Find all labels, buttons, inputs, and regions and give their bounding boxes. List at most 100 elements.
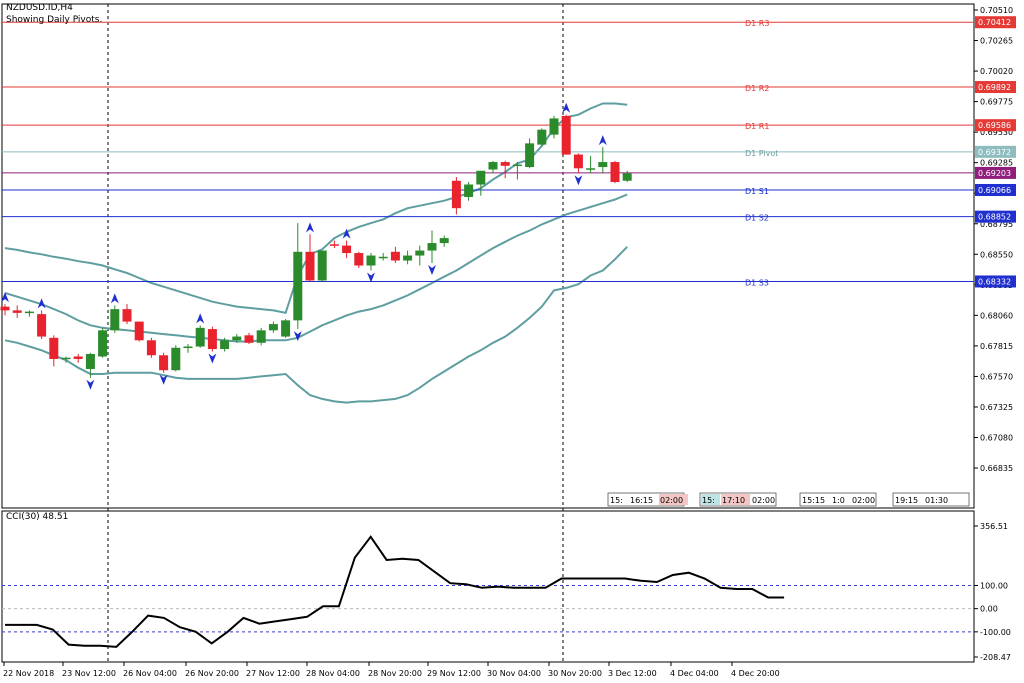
session-time-label: 16:15: [630, 496, 653, 505]
price-tick-label: 0.69530: [980, 128, 1013, 137]
candle-body: [476, 170, 486, 185]
candle-body: [220, 340, 230, 350]
candle-body: [49, 337, 59, 359]
session-time-label: 19:15: [895, 496, 918, 505]
time-axis-label: 26 Nov 04:00: [123, 669, 177, 678]
price-tick-label: 0.68795: [980, 220, 1013, 229]
price-tick-label: 0.70265: [980, 37, 1013, 46]
price-level-label: 0.70412: [978, 18, 1011, 27]
candle-body: [390, 251, 400, 261]
cci-tick-label: 0.00: [980, 605, 998, 614]
cci-title: CCI(30) 48.51: [6, 512, 69, 522]
symbol-title: NZDUSD.ID,H4: [6, 3, 73, 13]
candle-body: [305, 251, 315, 281]
price-tick-label: 0.68060: [980, 311, 1013, 320]
price-tick-label: 0.69285: [980, 159, 1013, 168]
pivot-level-name: D1 R1: [745, 122, 769, 131]
cci-tick-label: -100.00: [980, 628, 1011, 637]
cci-tick-label: -208.47: [980, 653, 1011, 662]
candle-body: [12, 310, 22, 313]
pivot-level-name: D1 S3: [745, 278, 769, 287]
bollinger-upper-line: [4, 102, 628, 315]
candle-body: [268, 324, 278, 331]
candle-body: [85, 354, 95, 369]
fractal-up-marker: [306, 222, 314, 233]
time-axis-label: 28 Nov 20:00: [368, 669, 422, 678]
time-axis-label: 30 Nov 20:00: [548, 669, 602, 678]
candle-body: [342, 245, 352, 254]
candle-body: [159, 355, 169, 371]
price-level-tag: [975, 166, 1016, 179]
candle-body: [195, 327, 205, 347]
time-axis-label: 23 Nov 12:00: [62, 669, 116, 678]
candle-body: [171, 347, 181, 371]
fractal-down-marker: [574, 175, 583, 186]
pivot-level-name: D1 S1: [745, 187, 769, 196]
price-level-tag: [975, 16, 1016, 29]
fractal-down-marker: [293, 331, 302, 342]
candle-body: [622, 173, 632, 181]
price-level-label: 0.68332: [978, 277, 1011, 286]
candle-body: [598, 162, 608, 168]
candle-body: [451, 180, 461, 209]
price-tick-label: 0.70020: [980, 67, 1013, 76]
candle-body: [403, 255, 413, 261]
price-panel-frame: [1, 3, 975, 509]
fractal-up-marker: [342, 228, 351, 239]
time-axis-label: 30 Nov 04:00: [487, 669, 541, 678]
fractal-up-marker: [196, 313, 205, 324]
candle-body: [24, 311, 34, 314]
candle-body: [500, 162, 510, 166]
candle-body: [378, 256, 388, 259]
price-level-label: 0.69066: [978, 186, 1011, 195]
time-axis-label: 4 Dec 04:00: [670, 669, 719, 678]
session-box: [799, 492, 877, 507]
session-segment: [659, 494, 688, 505]
time-axis-label: 22 Nov 2018: [3, 669, 54, 678]
price-level-label: 0.68852: [978, 213, 1011, 222]
candle-body: [146, 340, 156, 356]
candle-body: [439, 238, 449, 244]
price-level-tag: [975, 81, 1016, 94]
pivot-level-name: D1 Pivot: [745, 149, 778, 158]
price-level-tag: [975, 183, 1016, 196]
candle-body: [207, 329, 217, 350]
price-tick-label: 0.70510: [980, 6, 1013, 15]
candle-body: [122, 309, 132, 322]
time-axis-label: 4 Dec 20:00: [731, 669, 780, 678]
price-level-tag: [975, 275, 1016, 288]
price-tick-label: 0.67570: [980, 372, 1013, 381]
candle-body: [464, 184, 474, 197]
price-level-label: 0.69892: [978, 83, 1011, 92]
price-tick-label: 0.68550: [980, 250, 1013, 259]
candle-body: [244, 335, 254, 343]
price-tick-label: 0.67325: [980, 403, 1013, 412]
session-box: [892, 492, 970, 507]
price-level-tag: [975, 119, 1016, 132]
candle-body: [61, 357, 71, 360]
candle-body: [561, 115, 571, 155]
price-tick-label: 0.69775: [980, 98, 1013, 107]
candle-body: [256, 330, 266, 343]
candle-body: [37, 314, 47, 337]
candle-body: [0, 306, 10, 311]
candle-body: [232, 336, 242, 341]
candle-body: [512, 164, 522, 167]
session-time-label: 1:0: [832, 496, 845, 505]
fractal-up-marker: [562, 102, 571, 113]
time-axis-label: 3 Dec 12:00: [608, 669, 657, 678]
candle-body: [98, 330, 108, 357]
fractal-up-marker: [1, 292, 9, 303]
time-axis-label: 28 Nov 04:00: [306, 669, 360, 678]
pivot-level-name: D1 R2: [745, 84, 769, 93]
session-segment: [701, 494, 720, 505]
candle-body: [293, 251, 303, 321]
candle-body: [537, 129, 547, 145]
pivot-subtitle: Showing Daily Pivots.: [6, 15, 103, 25]
candle-body: [366, 255, 376, 266]
session-time-label: 15:15: [802, 496, 825, 505]
candle-body: [183, 346, 193, 349]
price-level-label: 0.69586: [978, 121, 1011, 130]
price-level-tag: [975, 210, 1016, 223]
